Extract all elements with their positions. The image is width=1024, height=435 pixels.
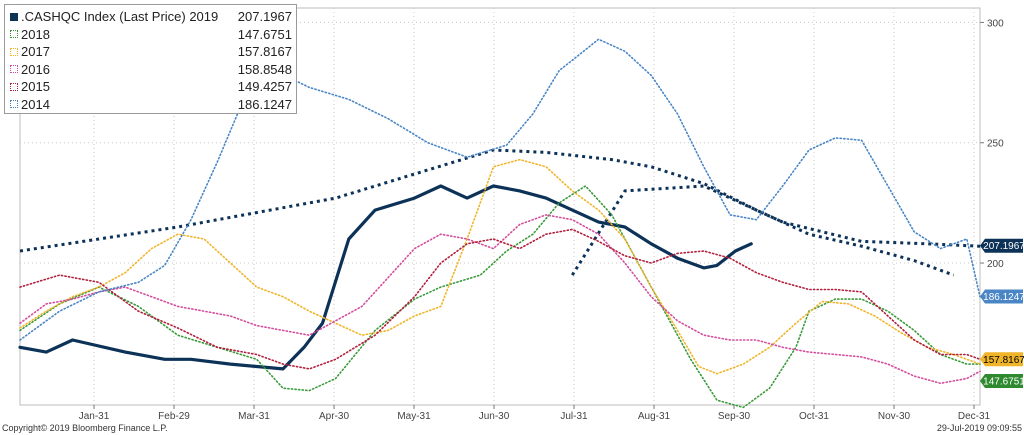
legend-entry-2014: 2014 186.1247 xyxy=(10,96,292,114)
x-tick-label: Aug-31 xyxy=(638,411,671,422)
x-tick-label: Jan-31 xyxy=(79,411,110,422)
timestamp-text: 29-Jul-2019 09:09:55 xyxy=(936,423,1022,433)
value-tag-label: 147.6751 xyxy=(983,376,1024,387)
value-tag: 186.1247 xyxy=(980,289,1024,304)
legend-swatch-2018 xyxy=(10,30,18,39)
x-axis-ticks: Jan-31 Feb-29 Mar-31 Apr-30 May-31 Jun-30 Jul-… xyxy=(79,405,991,422)
value-tag: 147.6751 xyxy=(980,373,1024,388)
legend-swatch-2017 xyxy=(10,47,18,56)
legend-entry-value: 157.8167 xyxy=(237,44,292,59)
value-tag-label: 186.1247 xyxy=(983,292,1024,303)
legend-entry-value: 149.4257 xyxy=(237,79,292,94)
series-line-2019-forecast xyxy=(19,148,955,277)
legend-swatch-2014 xyxy=(10,100,18,109)
x-tick-label: Feb-29 xyxy=(158,411,190,422)
plot-frame xyxy=(19,7,981,406)
x-tick-label: Nov-30 xyxy=(878,411,911,422)
value-tag-box xyxy=(980,352,1023,367)
legend-entry-2017: 2017 157.8167 xyxy=(10,43,292,61)
copyright-text: Copyright© 2019 Bloomberg Finance L.P. xyxy=(2,423,168,433)
legend-entry-value: 186.1247 xyxy=(237,96,292,112)
series-line-2018 xyxy=(19,185,981,409)
x-tick-label: Jul-31 xyxy=(560,411,588,422)
legend-title: .CASHQC Index (Last Price) 2019 xyxy=(21,9,219,24)
x-tick-label: May-31 xyxy=(397,411,431,422)
legend-entry-value: 147.6751 xyxy=(237,26,292,42)
legend-entry-2015: 2015 149.4257 xyxy=(10,78,292,96)
legend: .CASHQC Index (Last Price) 2019 207.1967… xyxy=(4,4,297,114)
legend-title-value: 207.1967 xyxy=(237,9,292,24)
legend-entry-name: 2014 xyxy=(21,96,50,112)
legend-entry-name: 2015 xyxy=(21,79,50,94)
legend-entry-name: 2017 xyxy=(21,44,50,59)
y-tick-label: 250 xyxy=(987,139,1004,150)
legend-swatch-2015 xyxy=(10,82,18,91)
legend-entry-name: 2018 xyxy=(21,26,50,42)
x-tick-label: Apr-30 xyxy=(319,411,349,422)
value-tag-label: 207.1967 xyxy=(983,241,1024,252)
x-tick-label: Dec-31 xyxy=(958,411,991,422)
value-tag: 207.1967 xyxy=(980,238,1024,253)
value-tag: 157.8167 xyxy=(980,352,1024,367)
legend-entry-name: 2016 xyxy=(21,61,50,77)
x-tick-label: Mar-31 xyxy=(238,411,270,422)
series-line-2017 xyxy=(19,158,981,375)
y-tick-label: 200 xyxy=(987,259,1004,270)
series-line-2016 xyxy=(19,214,981,385)
x-tick-label: Jun-30 xyxy=(479,411,510,422)
grid xyxy=(19,7,981,406)
legend-title-row: .CASHQC Index (Last Price) 2019 207.1967 xyxy=(10,8,292,26)
series-layer xyxy=(18,38,981,409)
legend-entry-2016: 2016 158.8548 xyxy=(10,61,292,79)
legend-entry-value: 158.8548 xyxy=(237,61,292,77)
series-line-2015 xyxy=(19,228,981,370)
y-tick-label: 300 xyxy=(987,18,1004,29)
value-tags: 207.1967 186.1247 157.8167 147.6751 xyxy=(980,238,1024,388)
x-tick-label: Oct-31 xyxy=(799,411,829,422)
value-tag-box xyxy=(980,289,1023,304)
legend-swatch-2016 xyxy=(10,65,18,74)
series-line-2019-forecast-2 xyxy=(571,184,981,276)
series-line-2019 xyxy=(18,184,753,371)
series-line-2014 xyxy=(19,38,981,341)
value-tag-label: 157.8167 xyxy=(983,355,1024,366)
value-tag-box xyxy=(980,238,1023,253)
legend-swatch-2019 xyxy=(10,12,18,21)
y-axis-ticks: 200 250 300 xyxy=(980,18,1004,270)
value-tag-box xyxy=(980,373,1023,388)
x-tick-label: Sep-30 xyxy=(718,411,751,422)
legend-entry-2018: 2018 147.6751 xyxy=(10,26,292,44)
